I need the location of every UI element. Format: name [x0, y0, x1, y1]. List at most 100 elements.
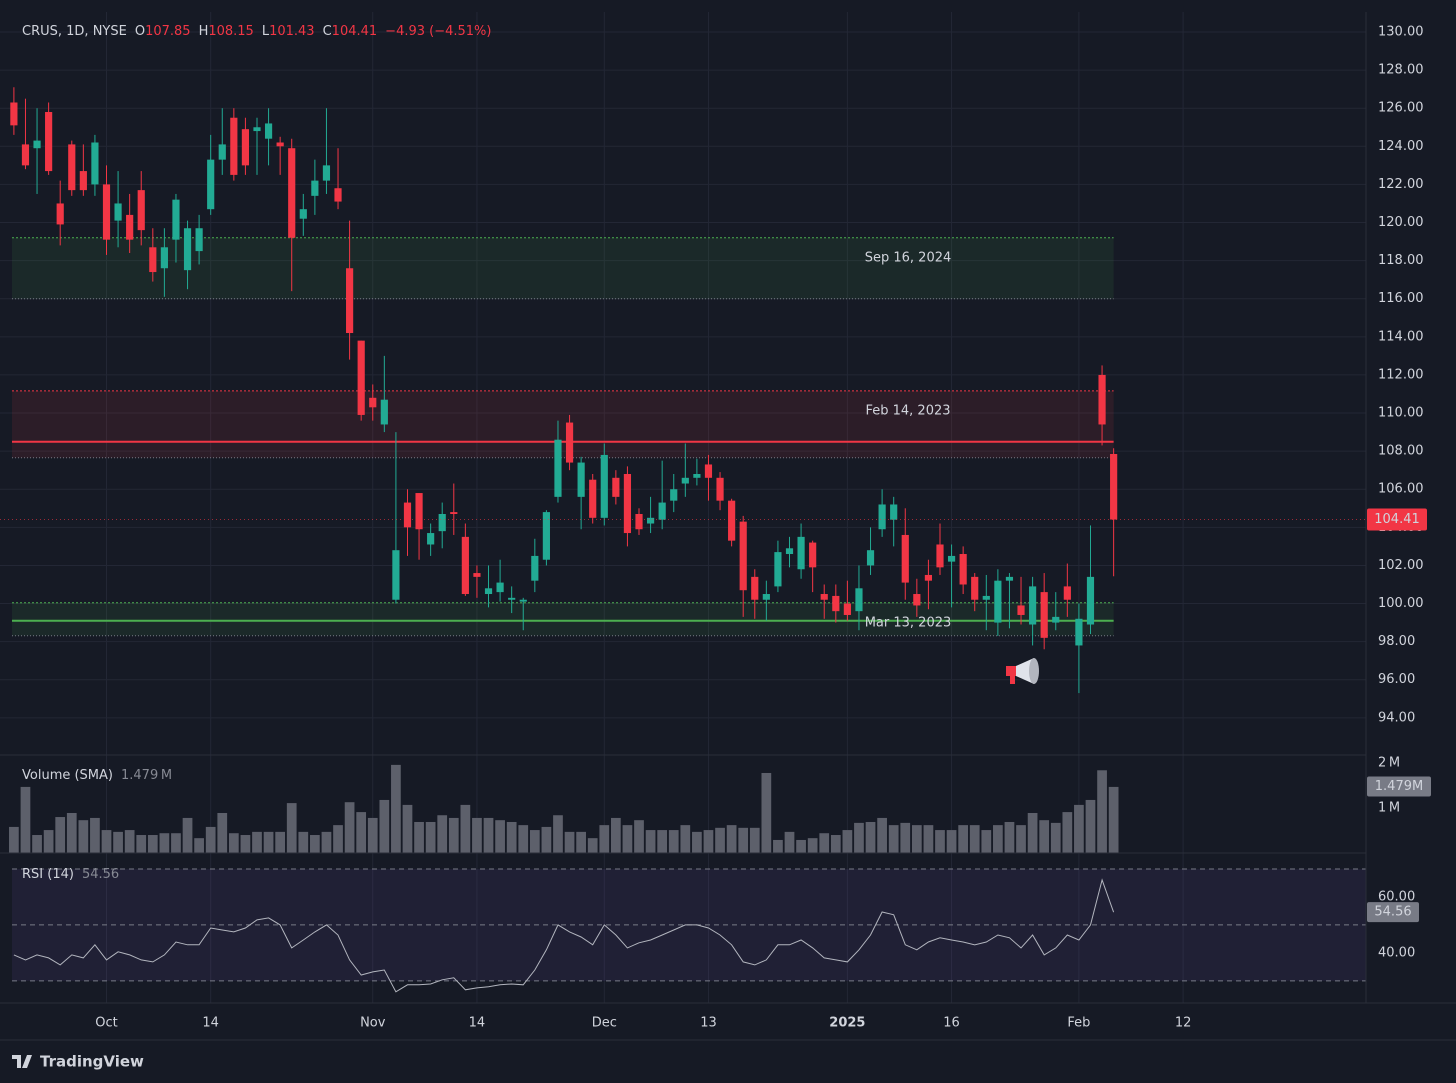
- candle-body: [357, 340, 365, 415]
- candle-body: [415, 493, 423, 530]
- y-tick-label: 126.00: [1378, 101, 1424, 116]
- volume-bar: [680, 825, 691, 853]
- candle-body: [704, 464, 713, 478]
- volume-bar: [1016, 825, 1026, 853]
- volume-bar: [610, 817, 621, 853]
- zone: [12, 390, 1114, 458]
- candle-body: [658, 502, 666, 520]
- rsi-tick-label: 40.00: [1378, 945, 1415, 960]
- y-tick-label: 102.00: [1378, 558, 1424, 573]
- candle-body: [230, 117, 238, 175]
- zone-label: Mar 13, 2023: [865, 615, 952, 630]
- y-tick-label: 114.00: [1378, 329, 1424, 344]
- volume-bar: [634, 820, 644, 853]
- candle-body: [1098, 374, 1106, 425]
- volume-bar: [668, 830, 679, 853]
- candle-body: [172, 199, 180, 240]
- candle-body: [484, 588, 493, 595]
- volume-bar: [32, 835, 42, 853]
- volume-bar: [205, 826, 216, 853]
- volume-bar: [900, 822, 911, 853]
- volume-bar: [506, 821, 517, 853]
- candle-body: [126, 214, 134, 240]
- volume-bar: [78, 820, 89, 853]
- volume-bar: [564, 831, 575, 853]
- volume-bar: [356, 812, 367, 853]
- volume-bar: [518, 825, 529, 853]
- brand-name: TradingView: [40, 1053, 144, 1071]
- panes: Sep 16, 2024 Feb 14, 2023 Mar 13, 2023: [0, 87, 1366, 993]
- candle-body: [160, 247, 168, 269]
- volume-bar: [298, 831, 309, 853]
- candle-body: [670, 489, 678, 501]
- candle-body: [45, 112, 53, 172]
- candle-body: [936, 544, 944, 568]
- legend: CRUS, 1D, NYSE O107.85 H108.15 L101.43 C104.…: [22, 24, 491, 39]
- candle-body: [635, 514, 643, 530]
- candle-body: [241, 129, 250, 166]
- volume-bar: [495, 820, 505, 853]
- candle-body: [519, 599, 527, 602]
- volume-bar: [20, 786, 31, 853]
- x-tick-label: 13: [700, 1016, 717, 1031]
- high-value: 108.15: [208, 24, 254, 39]
- candle-body: [438, 514, 446, 532]
- candle-body: [334, 188, 342, 202]
- volume-bar: [935, 830, 945, 853]
- candle-body: [1029, 586, 1037, 625]
- x-tick-label: 14: [469, 1016, 486, 1031]
- volume-bar: [1050, 822, 1061, 853]
- candle-body: [68, 144, 76, 191]
- volume-bar: [993, 825, 1003, 853]
- candle-body: [1075, 618, 1083, 646]
- y-tick-label: 106.00: [1378, 482, 1424, 497]
- candle-body: [311, 180, 319, 196]
- candle-body: [542, 512, 550, 560]
- x-tick-label: Oct: [95, 1016, 117, 1031]
- y-tick-label: 128.00: [1378, 63, 1424, 78]
- candle-body: [137, 190, 145, 231]
- volume-bar: [981, 830, 992, 853]
- y-tick-label: 130.00: [1378, 25, 1424, 40]
- volume-bar: [946, 830, 957, 853]
- candle-body: [403, 502, 412, 528]
- volume-bar: [842, 830, 853, 853]
- candle-body: [901, 534, 909, 583]
- zone: [12, 237, 1114, 299]
- candle-body: [508, 597, 516, 600]
- volume-bar: [553, 815, 563, 853]
- zone-label: Sep 16, 2024: [865, 250, 952, 265]
- candle-body: [264, 123, 273, 139]
- y-tick-label: 118.00: [1378, 253, 1424, 268]
- volume-bar: [1027, 812, 1038, 853]
- y-tick-label: 122.00: [1378, 177, 1424, 192]
- volume-bar: [263, 831, 274, 853]
- y-tick-label: 108.00: [1378, 444, 1424, 459]
- volume-bar: [1085, 799, 1096, 853]
- candle-body: [612, 477, 620, 497]
- volume-bar: [969, 825, 980, 853]
- volume-bar: [587, 838, 598, 853]
- volume-bar: [483, 817, 494, 853]
- candle-body: [531, 555, 539, 581]
- volume-bar: [854, 822, 864, 853]
- rsi-value: 54.56: [82, 867, 119, 882]
- rsi-tag-label: 54.56: [1374, 905, 1411, 920]
- volume-bar: [194, 838, 204, 853]
- x-tick-label: 14: [202, 1016, 219, 1031]
- volume-bar: [576, 831, 586, 853]
- y-tick-label: 120.00: [1378, 215, 1424, 230]
- ohlc-letter: L: [262, 24, 270, 39]
- volume-bar: [865, 821, 876, 853]
- volume-bar: [286, 803, 297, 853]
- rsi-title: RSI (14): [22, 867, 74, 882]
- candle-body: [10, 102, 18, 126]
- candle-body: [751, 576, 759, 600]
- volume-bar: [541, 826, 552, 853]
- x-tick-label: Dec: [592, 1016, 617, 1031]
- volume-bar: [529, 830, 540, 853]
- volume-bar: [9, 826, 19, 853]
- x-tick-label: Feb: [1067, 1016, 1090, 1031]
- y-tick-label: 116.00: [1378, 291, 1424, 306]
